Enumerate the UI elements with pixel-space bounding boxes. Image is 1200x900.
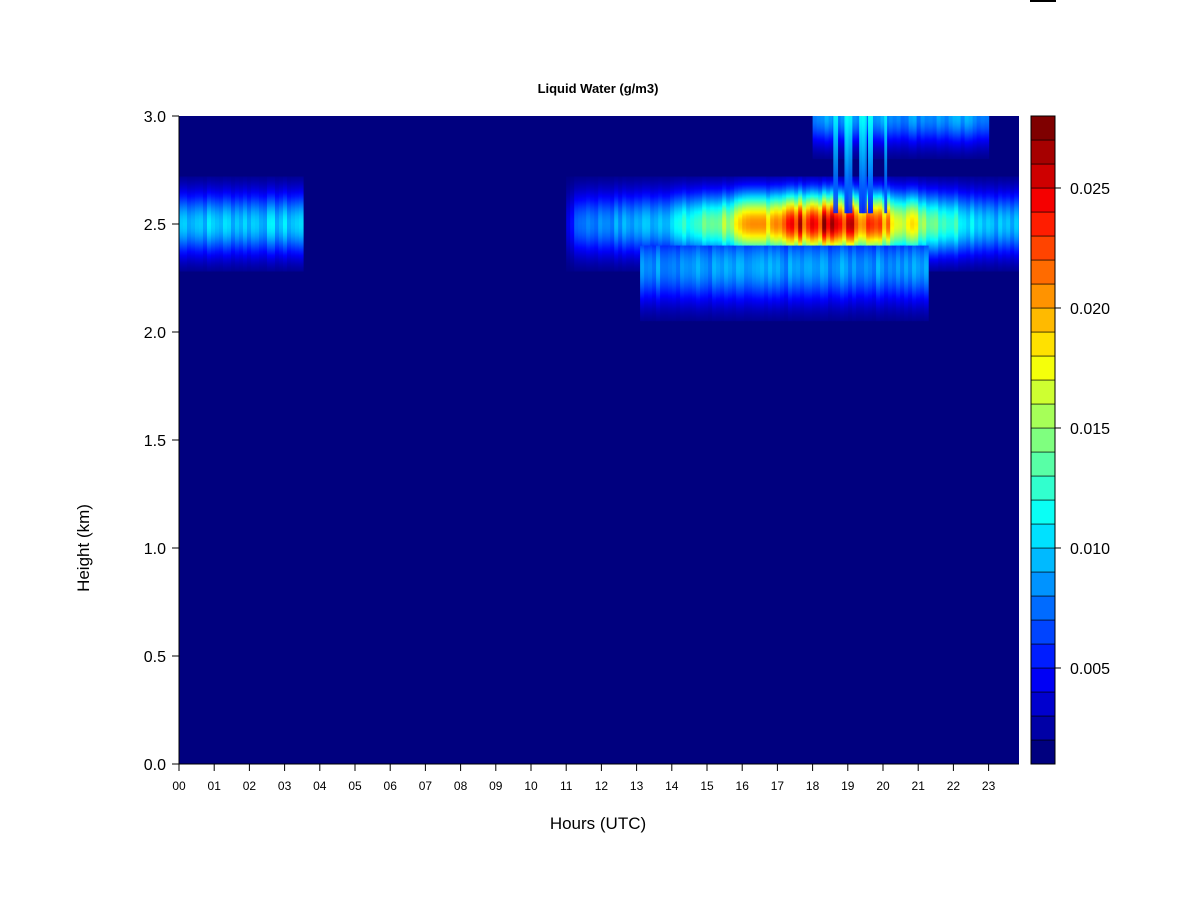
x-tick-label: 01 [208,779,222,793]
colorbar-cell [1030,619,1056,645]
x-tick-label: 06 [384,779,398,793]
colorbar-cell [1030,115,1056,141]
colorbar-cell [1030,331,1056,357]
y-tick-label: 3.0 [144,109,166,126]
y-tick-label: 0.0 [144,757,166,774]
colorbar-cell [1030,643,1056,669]
colorbar-cell [1030,451,1056,477]
x-tick-label: 20 [876,779,890,793]
colorbar-cell [1030,259,1056,285]
colorbar-tick-label: 0.005 [1070,661,1110,678]
heatmap-plot-area [179,116,1019,764]
y-tick-label: 2.0 [144,325,166,342]
colorbar-cell [1030,499,1056,525]
x-tick-label: 11 [560,779,573,793]
colorbar-tick-label: 0.015 [1070,421,1110,438]
x-tick-label: 04 [313,779,327,793]
colorbar-cell [1030,547,1056,573]
colorbar-cell [1030,739,1056,765]
y-tick-label: 1.5 [144,433,166,450]
colorbar-tick-label: 0.025 [1070,181,1110,198]
colorbar-cell [1030,187,1056,213]
colorbar-cell [1030,307,1056,333]
colorbar-cell [1030,571,1056,597]
y-axis-label: Height (km) [74,504,93,592]
x-tick-label: 05 [348,779,362,793]
cloud-layer-1 [566,176,1019,272]
colorbar-cell [1030,163,1056,189]
x-axis-label: Hours (UTC) [550,814,646,833]
colorbar-tick-label: 0.020 [1070,301,1110,318]
colorbar-cell [1030,523,1056,549]
cloud-layer-2 [640,245,929,322]
x-tick-label: 16 [736,779,750,793]
cloud-layer-0 [179,176,304,272]
colorbar-cell [1030,283,1056,309]
colorbar-cell [1030,691,1056,717]
corner-mark [1030,0,1056,2]
colorbar-cell [1030,355,1056,381]
y-tick-label: 0.5 [144,649,166,666]
colorbar-tick-label: 0.010 [1070,541,1110,558]
colorbar-cell [1030,715,1056,741]
x-tick-label: 14 [665,779,679,793]
colorbar-cell [1030,235,1056,261]
x-tick-label: 03 [278,779,292,793]
colorbar-cell [1030,427,1056,453]
chart-title: Liquid Water (g/m3) [538,81,659,96]
axes: 0.0 0.5 1.0 1.5 2.0 2.5 3.0 00 01 02 03 04 05 06 07 08 0… [144,109,1019,793]
x-tick-label: 09 [489,779,503,793]
x-tick-label: 17 [771,779,785,793]
x-tick-label: 22 [947,779,961,793]
x-tick-label: 08 [454,779,468,793]
x-tick-label: 18 [806,779,820,793]
colorbar-cell [1030,667,1056,693]
y-tick-label: 2.5 [144,217,166,234]
colorbar-cell [1030,475,1056,501]
x-tick-label: 00 [172,779,186,793]
x-tick-label: 15 [700,779,714,793]
x-tick-label: 07 [419,779,433,793]
x-tick-label: 19 [841,779,855,793]
colorbar: 0.005 0.010 0.015 0.020 0.025 [1030,115,1110,765]
cloud-layer-3 [812,116,990,160]
x-tick-label: 23 [982,779,996,793]
x-tick-label: 21 [912,779,926,793]
x-tick-label: 02 [243,779,257,793]
x-tick-label: 10 [524,779,538,793]
colorbar-cell [1030,379,1056,405]
y-tick-label: 1.0 [144,541,166,558]
colorbar-cell [1030,211,1056,237]
convective-streaks [833,116,888,214]
colorbar-cell [1030,403,1056,429]
x-tick-label: 13 [630,779,644,793]
x-tick-label: 12 [595,779,609,793]
colorbar-cell [1030,139,1056,165]
colorbar-frame [1030,115,1056,765]
colorbar-cell [1030,595,1056,621]
